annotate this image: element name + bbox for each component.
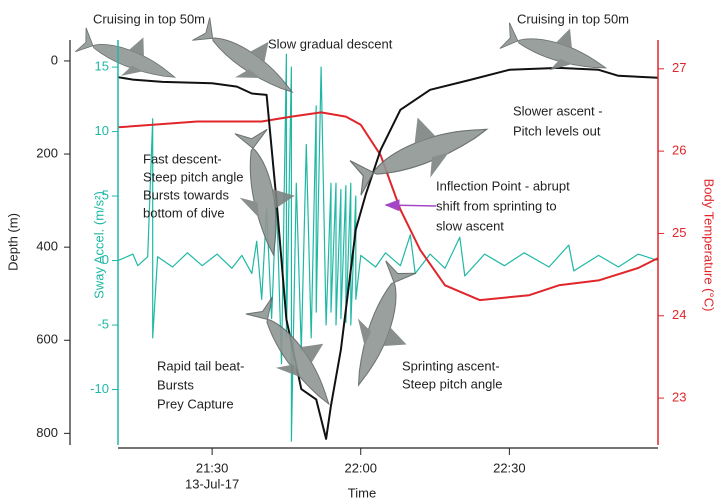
y2-tick-label: 24	[672, 307, 686, 322]
y3-tick-label: 10	[95, 123, 109, 138]
annotation: Cruising in top 50m	[517, 11, 629, 26]
annotation: Steep pitch angle	[402, 376, 502, 391]
annotation: Rapid tail beat-	[157, 358, 244, 373]
page: {"chart_data": { "type": "line", "xlabel…	[0, 0, 720, 504]
x-tick-label: 21:30	[196, 460, 229, 475]
shark-illustration	[229, 125, 305, 259]
y2-axis-title: Body Temperature (°C)	[702, 179, 717, 312]
annotation: Prey Capture	[157, 396, 234, 411]
shark-illustration	[189, 5, 308, 109]
y2-tick-label: 23	[672, 390, 686, 405]
y2-tick-label: 26	[672, 143, 686, 158]
annotation: Slower ascent -	[513, 103, 603, 118]
y-tick-label: 200	[36, 145, 58, 160]
annotation: Steep pitch angle	[143, 169, 243, 184]
annotation: Inflection Point - abrupt	[436, 178, 570, 193]
y-axis-title: Depth (m)	[5, 213, 20, 271]
x-tick-label: 22:30	[493, 460, 526, 475]
annotation: bottom of dive	[143, 205, 225, 220]
y-tick-label: 400	[36, 239, 58, 254]
y3-axis-title: Sway Accel. (m/s²)	[91, 191, 106, 299]
annotation-arrow	[386, 205, 436, 206]
annotation: Fast descent-	[143, 151, 222, 166]
y-tick-label: 800	[36, 425, 58, 440]
x-date-label: 13-Jul-17	[185, 476, 239, 491]
annotation: Bursts towards	[143, 187, 229, 202]
annotation: Pitch levels out	[513, 123, 601, 138]
y-tick-label: 600	[36, 332, 58, 347]
y3-tick-label: -10	[90, 381, 109, 396]
annotation: Slow gradual descent	[268, 36, 393, 51]
chart: 0200400600800-10-5051015232425262721:302…	[0, 0, 720, 504]
x-axis-title: Time	[348, 485, 376, 500]
y-tick-label: 0	[51, 52, 58, 67]
annotation: Sprinting ascent-	[402, 358, 500, 373]
annotation: shift from sprinting to	[436, 198, 557, 213]
annotation: Bursts	[157, 377, 194, 392]
y3-tick-label: 15	[95, 59, 109, 74]
y2-tick-label: 25	[672, 225, 686, 240]
y3-tick-label: -5	[97, 316, 109, 331]
annotation: Cruising in top 50m	[93, 11, 205, 26]
x-tick-label: 22:00	[344, 460, 377, 475]
y2-tick-label: 27	[672, 60, 686, 75]
annotation: slow ascent	[436, 218, 504, 233]
